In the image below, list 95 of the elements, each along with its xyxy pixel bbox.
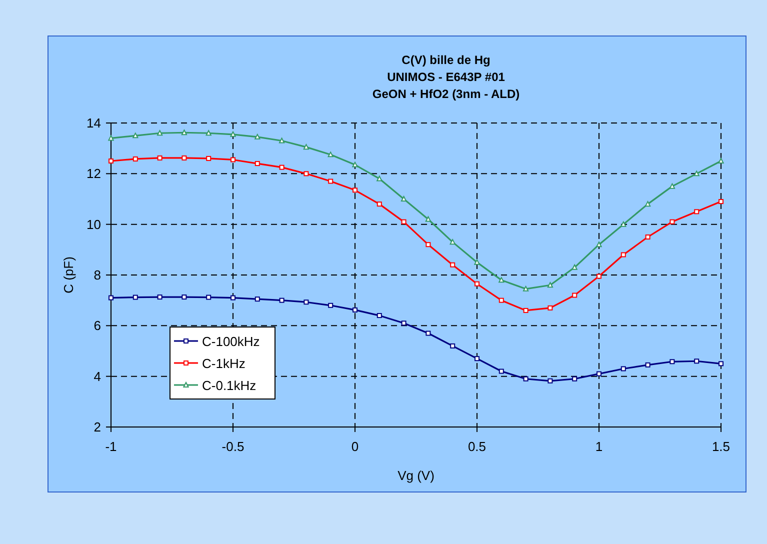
point [352,162,358,168]
point [376,176,382,182]
point [254,296,260,302]
point [401,320,406,326]
point [523,376,528,382]
point [645,362,650,368]
x-tick-label: -1 [105,439,117,454]
point [572,292,578,298]
point [328,152,334,158]
point [450,239,456,245]
point [401,196,407,202]
point [230,131,236,137]
point [548,305,553,310]
point [620,252,626,258]
point [254,134,260,140]
point [132,294,138,300]
point [304,171,309,176]
point [498,298,504,303]
point [694,170,700,176]
point [620,221,626,227]
point [474,259,480,265]
point [157,155,162,160]
x-axis-title: Vg (V) [398,468,434,483]
point [206,130,212,136]
x-tick-label: 0 [351,439,359,454]
point [645,234,650,240]
point [304,300,309,305]
legend-label: C-1kHz [202,356,246,371]
point [352,307,358,312]
point [230,295,236,300]
point [132,132,138,138]
point [474,356,480,362]
point [718,361,724,366]
point [182,294,187,300]
point [182,155,187,160]
point [450,262,456,268]
point [376,313,382,318]
point [132,156,138,162]
point [450,343,456,348]
point [572,376,578,382]
point [523,286,529,292]
point [670,219,675,224]
point [645,201,651,207]
x-tick-label: 0.5 [468,439,486,454]
point [157,294,162,300]
y-tick-label: 4 [94,368,101,384]
y-tick-label: 14 [86,116,101,130]
point [596,274,602,279]
point [670,359,675,364]
y-tick-label: 6 [94,318,101,334]
point [206,156,212,161]
y-axis-title: C (pF) [61,256,76,294]
y-tick-label: 12 [86,166,101,182]
y-tick-label: 10 [86,216,101,232]
point [181,130,187,136]
point [279,164,284,170]
x-tick-label: -0.5 [222,439,244,454]
point [425,216,431,222]
point [426,330,431,336]
point [548,378,553,384]
point [108,295,114,300]
point [547,282,553,288]
point [523,308,528,313]
legend-label: C-0.1kHz [202,378,256,393]
x-tick-label: 1 [595,439,603,454]
point [572,264,578,270]
point [718,199,724,204]
y-tick-label: 8 [94,268,101,282]
point [694,358,700,364]
point [303,144,309,150]
point [596,242,602,248]
y-tick-label: 2 [94,420,101,434]
x-tick-label: 1.5 [712,439,730,454]
point [376,202,382,207]
point [108,158,114,164]
point [328,302,334,308]
point [279,138,285,144]
point [206,294,212,300]
point [426,242,431,248]
point [254,161,260,166]
legend-label: C-100kHz [202,334,260,349]
point [230,157,236,162]
point [498,277,504,283]
point [401,219,406,224]
point [474,281,480,286]
point [694,209,700,214]
point [157,130,163,136]
point [596,371,602,376]
point [328,178,334,184]
point [279,298,284,303]
point [718,158,724,164]
point [352,188,358,193]
chart-title: C(V) bille de Hg UNIMOS - E643P #01 GeON + HfO2 (3nm - ALD) [372,53,520,101]
point [620,366,626,372]
point [498,368,504,374]
